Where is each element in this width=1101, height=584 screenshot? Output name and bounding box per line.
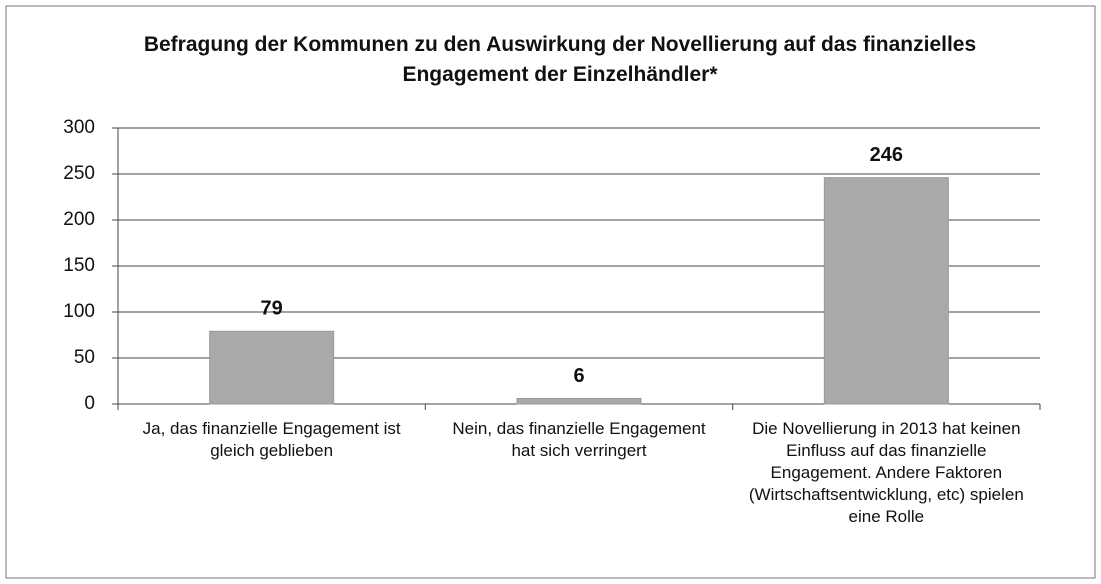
y-tick-label: 0 [84,393,95,414]
border [5,5,1096,579]
value-label: 246 [870,144,903,166]
y-tick-label: 200 [63,209,95,230]
bar [516,397,642,405]
y-tick-label: 300 [63,117,95,138]
y-tick-label: 100 [63,301,95,322]
x-tick-label: Nein, das finanzielle Engagement hat sic… [452,419,706,460]
bar [823,177,949,405]
value-label: 79 [261,298,283,320]
chart-title: Befragung der Kommunen zu den Auswirkung… [143,33,977,86]
bar [209,330,335,405]
x-tick-label: Ja, das finanzielle Engagement ist gleic… [142,419,401,460]
x-tick-label: Die Novellierung in 2013 hat keinen Einf… [748,419,1024,526]
value-label: 6 [573,365,584,387]
y-tick-label: 50 [74,347,95,368]
y-tick-label: 150 [63,255,95,276]
y-tick-label: 250 [63,163,95,184]
